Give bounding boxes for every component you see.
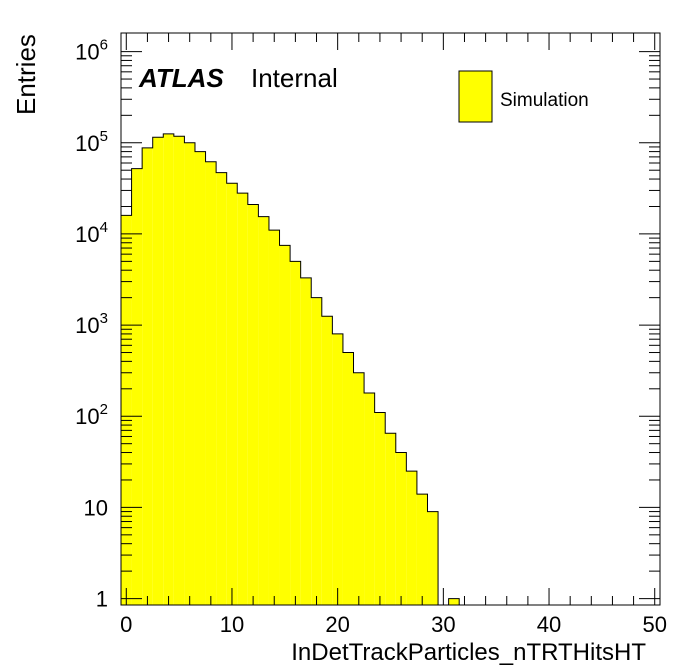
histogram-bar <box>395 452 407 605</box>
histogram-bar <box>448 598 460 605</box>
histogram-bars <box>121 133 460 606</box>
x-axis-label: InDetTrackParticles_nTRTHitsHT <box>291 639 646 666</box>
histogram-bar <box>121 215 132 605</box>
legend-label-simulation: Simulation <box>500 90 589 111</box>
histogram-bar <box>332 333 343 605</box>
y-tick-label: 103 <box>75 310 108 338</box>
x-tick-label: 10 <box>220 612 244 637</box>
histogram-bar <box>142 147 153 605</box>
histogram-bar <box>247 204 259 606</box>
y-tick-label: 102 <box>75 401 108 429</box>
legend: Simulation <box>458 70 589 123</box>
histogram-bar <box>416 494 428 605</box>
histogram-outline <box>120 133 460 606</box>
histogram-bar <box>427 511 439 605</box>
histogram-bar <box>173 136 185 606</box>
histogram-bar <box>237 193 248 605</box>
histogram-bar <box>321 316 333 605</box>
histogram-bar <box>258 216 269 605</box>
y-tick-labels: 1 10 102 103 104 105 106 <box>75 37 108 612</box>
x-tick-labels: 0 10 20 30 40 50 <box>120 612 667 637</box>
y-tick-label: 106 <box>75 37 108 65</box>
histogram-bar <box>364 392 375 605</box>
histogram-bar <box>385 433 396 605</box>
histogram-bar <box>205 161 217 606</box>
histogram-bar <box>406 471 417 605</box>
y-tick-label: 1 <box>96 587 108 612</box>
histogram-bar <box>279 245 291 605</box>
atlas-label: ATLAS <box>138 63 224 93</box>
histogram-bar <box>353 372 365 605</box>
histogram-bar <box>300 277 312 605</box>
x-tick-label: 20 <box>325 612 349 637</box>
x-tick-label: 30 <box>431 612 455 637</box>
histogram-bar <box>131 168 143 605</box>
legend-swatch <box>458 70 493 123</box>
y-tick-label: 105 <box>75 128 108 156</box>
histogram-bar <box>290 261 301 605</box>
x-tick-label: 50 <box>642 612 666 637</box>
x-tick-label: 40 <box>537 612 561 637</box>
y-axis-label: Entries <box>11 34 41 115</box>
histogram-bar <box>163 133 174 605</box>
histogram-bar <box>374 412 386 605</box>
y-tick-label: 10 <box>84 495 108 520</box>
histogram-bar <box>194 151 206 605</box>
histogram-bar <box>216 172 227 606</box>
histogram-bar <box>184 142 195 605</box>
axis-ticks <box>121 33 660 605</box>
x-tick-label: 0 <box>120 612 132 637</box>
histogram-bar <box>311 297 322 605</box>
y-tick-label: 104 <box>75 219 108 247</box>
histogram-bar <box>342 352 354 605</box>
status-label: Internal <box>251 63 338 93</box>
histogram-bar <box>268 230 280 605</box>
histogram-bar <box>152 137 164 605</box>
histogram-bar <box>226 183 238 605</box>
plot-frame <box>120 32 661 606</box>
